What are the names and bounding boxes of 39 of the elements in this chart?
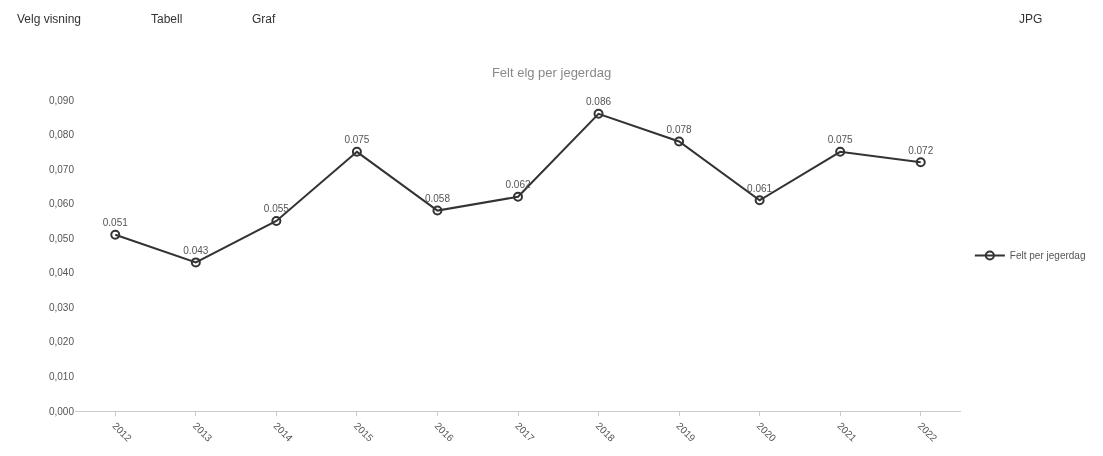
data-label: 0.061 [747, 182, 773, 194]
legend-label: Felt per jegerdag [1009, 250, 1086, 262]
point [674, 136, 685, 147]
data-label: 0.078 [666, 123, 693, 135]
point [190, 257, 201, 268]
y-tick-label: 0,090 [48, 94, 75, 106]
y-tick-label: 0,030 [48, 301, 75, 313]
data-label: 0.055 [263, 203, 290, 215]
y-tick-label: 0,040 [48, 267, 75, 279]
text: JPG [1019, 12, 1043, 26]
text: Graf [252, 12, 276, 26]
data-label: 0.058 [424, 193, 451, 205]
chart-title: Felt elg per jegerdag [491, 64, 612, 80]
point [593, 108, 604, 119]
y-tick-label: 0,020 [48, 336, 75, 348]
y-tick-label: 0,050 [48, 232, 75, 244]
point [110, 229, 121, 240]
data-label: 0.075 [344, 134, 370, 146]
point [754, 195, 765, 206]
text: Velg visning [17, 12, 82, 26]
point [271, 215, 282, 226]
x-tick-label: 2017 [513, 420, 537, 444]
data-label: 0.075 [827, 134, 854, 146]
point [432, 205, 443, 216]
y-tick-label: 0,060 [48, 198, 75, 210]
data-label: 0.043 [183, 244, 209, 256]
y-tick-label: 0,010 [48, 370, 75, 382]
point [835, 146, 846, 157]
data-label: 0.051 [102, 217, 129, 229]
data-label: 0.072 [908, 144, 934, 156]
point [513, 191, 523, 202]
data-label: 0.062 [505, 179, 531, 191]
y-tick-label: 0,000 [48, 405, 75, 417]
text: Tabell [151, 12, 183, 26]
y-tick-label: 0,080 [48, 129, 75, 141]
y-tick-label: 0,070 [48, 163, 75, 175]
point [351, 146, 362, 157]
point [915, 157, 926, 168]
data-label: 0.086 [586, 96, 612, 108]
